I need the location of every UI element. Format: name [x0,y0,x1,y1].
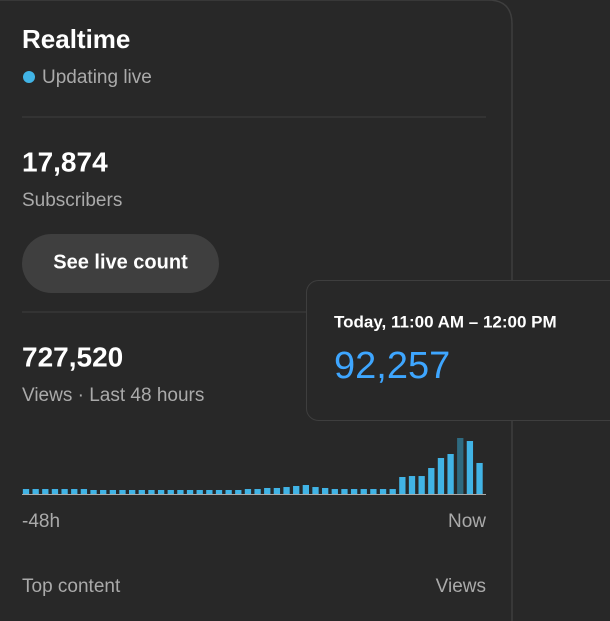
bar [148,489,155,494]
bar [341,489,348,494]
views-label: Views · Last 48 hours [22,385,204,406]
bar [447,453,454,494]
views-count: 727,520 [22,341,123,372]
footer-left[interactable]: Top content [22,576,121,597]
bar [109,489,116,494]
bar [196,489,203,494]
bar [360,489,367,494]
live-count-button[interactable]: See live count [22,234,219,293]
bar [42,489,49,494]
bar [244,489,252,494]
bar [177,489,184,494]
bar [90,489,97,494]
views-chart [22,438,483,494]
bar [100,489,107,494]
bar [157,489,165,494]
footer-right[interactable]: Views [436,576,486,597]
bar [206,489,213,494]
bar [293,485,300,494]
bar [476,462,483,494]
bar [437,458,445,494]
subscriber-label: Subscribers [22,190,122,211]
status: Updating live [42,67,152,88]
bar [379,489,387,494]
x-tick-label: -48h [22,511,60,532]
bar [138,489,145,494]
bar [302,485,309,494]
bar [457,438,464,494]
bar [312,487,319,494]
bar [399,477,406,494]
bar [331,489,338,494]
bar [466,441,474,494]
button-label[interactable]: See live count [53,251,188,273]
bar [408,476,416,494]
tooltip: Today, 11:00 AM – 12:00 PM 92,257 [306,280,610,421]
bar [418,476,425,494]
bar [350,489,358,494]
bar [254,489,261,494]
bar [32,489,39,494]
tooltip-bg [306,280,610,421]
card-border [0,0,513,621]
bar [186,489,194,494]
bar [61,489,68,494]
bar [215,489,223,494]
bar [51,489,59,494]
live-dot [23,71,35,83]
bar [322,487,329,494]
bar [22,489,30,494]
bar [283,487,290,494]
subscriber-count: 17,874 [22,146,108,177]
tooltip-value: 92,257 [334,345,450,387]
bar [428,468,435,494]
bar [167,489,174,494]
bar [71,489,78,494]
tooltip-time: Today, 11:00 AM – 12:00 PM [334,312,557,331]
bar [235,489,242,494]
bar [80,489,88,494]
bar [129,489,136,494]
button-bg [22,234,219,293]
bar [370,489,377,494]
bar [264,487,271,494]
bar [119,489,126,494]
card-title: Realtime [22,24,130,54]
bar [273,487,281,494]
bar [389,489,396,494]
x-tick-label: Now [448,511,486,532]
bar [225,489,232,494]
